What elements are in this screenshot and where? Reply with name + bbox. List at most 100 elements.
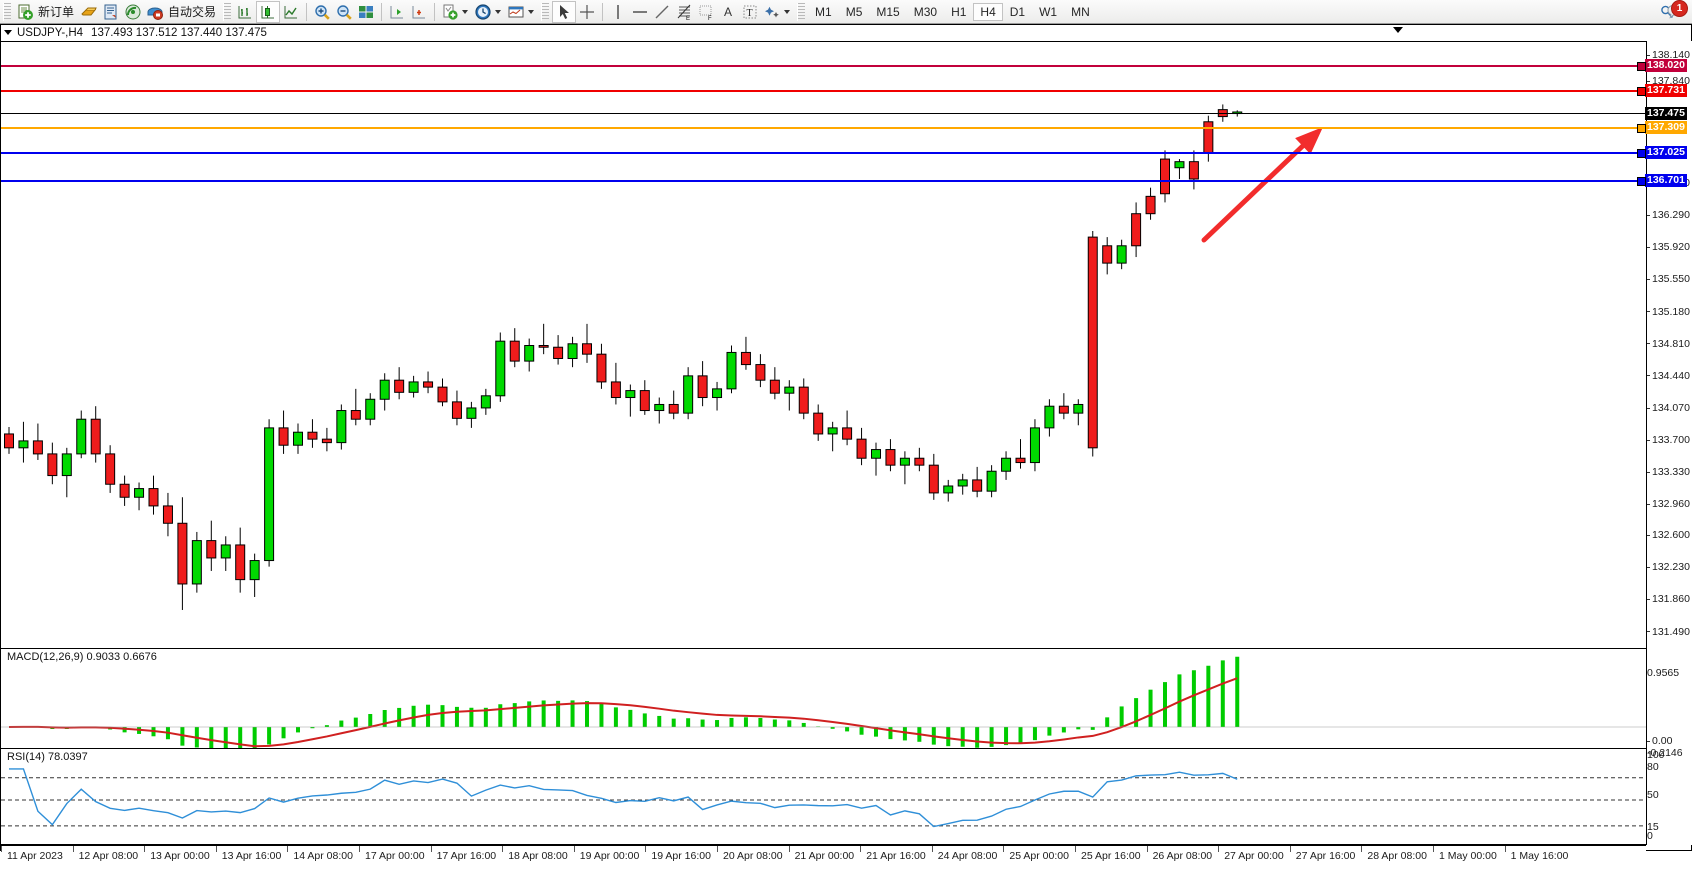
zoom-in-icon[interactable] <box>311 1 333 23</box>
market-icon[interactable] <box>144 1 166 23</box>
timeframe-w1[interactable]: W1 <box>1039 4 1058 19</box>
blue-level-upper-line[interactable] <box>1 151 1646 154</box>
price-chart-pane[interactable] <box>1 41 1646 649</box>
orange-level-tag[interactable]: 137.309 <box>1645 120 1687 134</box>
signals-icon[interactable] <box>122 1 144 23</box>
new-order-button[interactable] <box>14 1 36 23</box>
toolbar-grip-charts[interactable] <box>223 2 232 21</box>
fibonacci-icon[interactable]: E <box>673 1 695 23</box>
bar-chart-icon[interactable] <box>234 1 256 23</box>
timeframe-m5[interactable]: M5 <box>845 4 863 19</box>
cursor-icon[interactable] <box>552 0 577 23</box>
candle <box>712 381 723 411</box>
timeframe-d1[interactable]: D1 <box>1009 4 1026 19</box>
candle <box>899 451 910 485</box>
candle <box>784 380 795 411</box>
candle <box>1029 419 1040 472</box>
blue-level-lower-tag[interactable]: 136.701 <box>1645 173 1687 187</box>
timeframe-h1[interactable]: H1 <box>951 4 967 19</box>
tile-windows-icon[interactable] <box>355 1 377 23</box>
shift-end-icon[interactable] <box>386 1 408 23</box>
gold-bar-icon[interactable] <box>78 1 100 23</box>
blue-level-upper-handle[interactable] <box>1637 148 1646 158</box>
candle <box>235 527 246 593</box>
timeframe-m15[interactable]: M15 <box>876 4 900 19</box>
crimson-level-handle[interactable] <box>1637 62 1646 72</box>
candle <box>596 343 607 389</box>
candle <box>249 553 260 597</box>
blue-level-lower-line[interactable] <box>1 179 1646 182</box>
auto-scroll-icon[interactable] <box>408 1 430 23</box>
trendline-icon[interactable] <box>651 1 673 23</box>
candle <box>220 536 231 571</box>
price-tick-label: 131.860 <box>1652 593 1690 606</box>
orange-level-handle[interactable] <box>1637 123 1646 133</box>
timeframe-m30[interactable]: M30 <box>913 4 938 19</box>
blue-level-lower-handle[interactable] <box>1637 176 1646 186</box>
time-axis-label: 19 Apr 00:00 <box>579 850 640 862</box>
price-tick-label: 138.140 <box>1652 48 1690 61</box>
chart-menu-arrow-icon[interactable] <box>4 30 12 35</box>
new-chart-dropdown-caret[interactable] <box>462 9 469 14</box>
period-clock-icon[interactable] <box>472 1 494 23</box>
orange-level-line[interactable] <box>1 126 1646 129</box>
toolbar-separator-4 <box>602 2 604 21</box>
new-chart-icon[interactable] <box>439 1 461 23</box>
new-order-label[interactable]: 新订单 <box>38 5 75 19</box>
shapes-dropdown-caret[interactable] <box>784 9 791 14</box>
auto-trading-label[interactable]: 自动交易 <box>168 5 217 19</box>
horizontal-line-icon[interactable] <box>629 1 651 23</box>
time-axis-label: 17 Apr 16:00 <box>436 850 497 862</box>
macd-plot <box>1 656 1646 748</box>
price-tick: 134.440 <box>1647 370 1690 382</box>
time-tick <box>1433 846 1434 852</box>
shapes-icon[interactable] <box>761 1 783 23</box>
crimson-level-line[interactable] <box>1 65 1646 68</box>
candle <box>4 427 14 454</box>
time-axis-label: 17 Apr 00:00 <box>365 850 425 862</box>
macd-pane[interactable]: MACD(12,26,9) 0.9033 0.6676 <box>1 649 1646 749</box>
timeframe-h4[interactable]: H4 <box>973 2 1003 21</box>
price-tick: 133.330 <box>1647 466 1690 478</box>
price-tick: 131.860 <box>1647 593 1690 605</box>
red-level-line[interactable] <box>1 90 1646 93</box>
data-window-icon[interactable] <box>100 1 122 23</box>
channel-icon[interactable]: F <box>695 1 717 23</box>
toolbar-grip-standard[interactable] <box>3 2 11 21</box>
macd-signal-line <box>8 677 1238 748</box>
red-level-tag[interactable]: 137.731 <box>1645 84 1687 98</box>
time-axis[interactable]: 11 Apr 2023 12 Apr 08:00 13 Apr 00:00 13 Ap… <box>1 845 1646 870</box>
candle <box>293 423 303 454</box>
red-level-handle[interactable] <box>1637 87 1646 97</box>
bullish-trend-arrow[interactable] <box>1201 127 1323 243</box>
candle <box>668 390 679 420</box>
crimson-level-tag[interactable]: 138.020 <box>1645 59 1687 73</box>
time-axis-label: 27 Apr 16:00 <box>1295 850 1356 862</box>
crosshair-icon[interactable] <box>576 1 598 23</box>
zoom-out-icon[interactable] <box>333 1 355 23</box>
text-icon[interactable]: A <box>724 4 733 19</box>
macd-tick-label: -0.2146 <box>1647 747 1683 759</box>
text-label-icon[interactable]: T <box>739 1 761 23</box>
time-axis-label: 20 Apr 08:00 <box>723 850 783 862</box>
toolbar-grip-periods[interactable] <box>797 2 806 21</box>
line-chart-icon[interactable] <box>280 1 302 23</box>
chart-collapse-caret-icon[interactable] <box>1393 27 1403 33</box>
candle <box>18 421 29 463</box>
time-axis-label: 24 Apr 08:00 <box>937 850 998 862</box>
toolbar-grip-tools[interactable] <box>541 2 550 21</box>
blue-level-upper-tag[interactable]: 137.025 <box>1645 145 1687 159</box>
timeframe-mn[interactable]: MN <box>1071 4 1090 19</box>
time-tick <box>359 846 360 852</box>
rsi-pane[interactable]: RSI(14) 78.0397 <box>1 749 1646 845</box>
timeframe-m1[interactable]: M1 <box>815 4 832 19</box>
indicators-icon[interactable] <box>505 1 527 23</box>
price-scale[interactable]: 138.140137.840136.660136.290135.920135.5… <box>1645 41 1692 845</box>
vertical-line-icon[interactable] <box>607 1 629 23</box>
period-dropdown-caret[interactable] <box>495 9 502 14</box>
indicators-dropdown-caret[interactable] <box>528 9 535 14</box>
notification-badge[interactable]: 1 <box>1671 0 1688 17</box>
candlestick-icon[interactable] <box>256 0 281 23</box>
bid-level-line[interactable] <box>1 113 1646 115</box>
bid-level-tag[interactable]: 137.475 <box>1645 106 1687 120</box>
